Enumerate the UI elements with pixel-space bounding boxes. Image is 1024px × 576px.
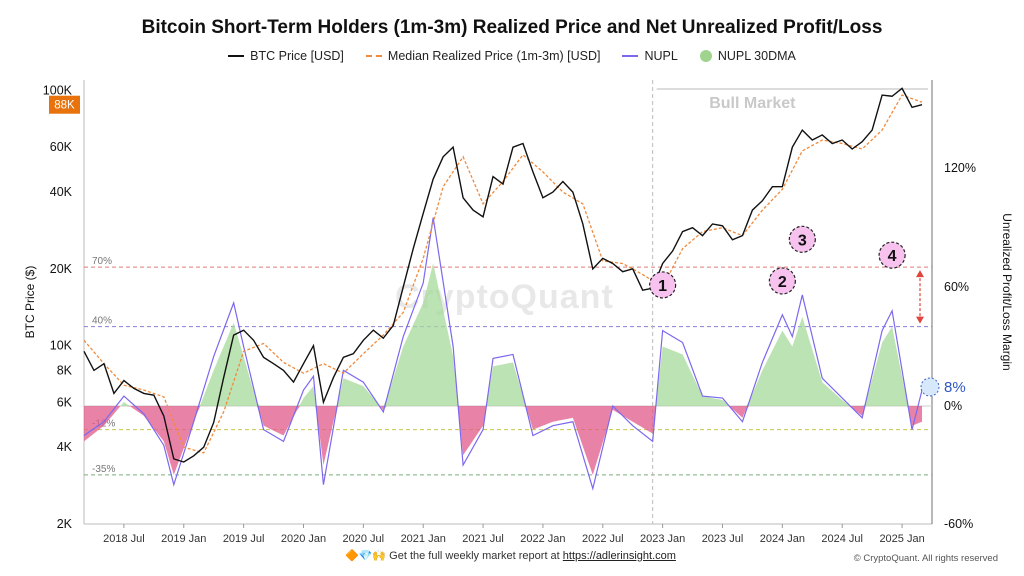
nupl-line xyxy=(83,217,923,491)
legend: BTC Price [USD] Median Realized Price (1… xyxy=(0,49,1024,63)
legend-item-btc-price[interactable]: BTC Price [USD] xyxy=(228,49,344,63)
legend-swatch-realized-price xyxy=(365,55,382,57)
x-tick-label: 2020 Jul xyxy=(343,533,385,545)
right-tick-label: 120% xyxy=(944,161,976,175)
btc-price-line xyxy=(83,87,923,463)
x-tick-label: 2025 Jan xyxy=(879,533,924,545)
x-tick-label: 2023 Jul xyxy=(702,533,744,545)
legend-item-nupl[interactable]: NUPL xyxy=(622,49,678,63)
legend-item-nupl-30dma[interactable]: NUPL 30DMA xyxy=(699,49,796,63)
footer-emoji-icons: 🔶💎🙌 xyxy=(345,550,387,562)
marker-circle xyxy=(649,271,677,299)
right-axis-label: Unrealized Profit/Loss Margin xyxy=(1000,213,1014,370)
left-tick-label: 2K xyxy=(57,517,73,531)
range-arrow-head-top xyxy=(916,270,924,278)
nupl-30dma-negative-area xyxy=(84,406,923,475)
left-tick-label: 60K xyxy=(50,140,73,154)
current-nupl-circle xyxy=(920,377,940,397)
legend-label-realized-price: Median Realized Price (1m-3m) [USD] xyxy=(387,49,601,63)
right-tick-label: 60% xyxy=(944,280,969,294)
marker-label: 1 xyxy=(658,278,667,295)
legend-label-nupl: NUPL xyxy=(644,49,678,63)
x-tick-label: 2021 Jul xyxy=(462,533,504,545)
x-tick-label: 2024 Jul xyxy=(821,533,863,545)
footer-link[interactable]: https://adlerinsight.com xyxy=(562,550,676,562)
left-tick-label: 10K xyxy=(50,339,73,353)
marker-circle xyxy=(768,267,796,295)
price-badge-text: 88K xyxy=(54,100,75,112)
x-tick-label: 2019 Jul xyxy=(223,533,265,545)
left-tick-label: 100K xyxy=(43,84,73,98)
current-nupl-label: 8% xyxy=(944,379,966,396)
marker-circle xyxy=(878,241,906,269)
left-tick-label: 6K xyxy=(57,395,73,409)
marker-circle xyxy=(788,225,816,253)
bull-market-label: Bull Market xyxy=(709,95,796,112)
left-tick-label: 40K xyxy=(50,185,73,199)
right-tick-label: 0% xyxy=(944,399,962,413)
left-tick-label: 8K xyxy=(57,363,73,377)
left-axis-label: BTC Price ($) xyxy=(23,266,37,339)
legend-label-nupl-30dma: NUPL 30DMA xyxy=(717,49,796,63)
x-tick-label: 2020 Jan xyxy=(281,533,326,545)
range-arrow-head-bottom xyxy=(916,316,924,324)
marker-label: 4 xyxy=(888,248,897,265)
x-tick-label: 2021 Jan xyxy=(401,533,446,545)
copyright: © CryptoQuant. All rights reserved xyxy=(853,553,998,564)
x-tick-label: 2024 Jan xyxy=(760,533,805,545)
legend-item-realized-price[interactable]: Median Realized Price (1m-3m) [USD] xyxy=(365,49,601,63)
left-tick-label: 4K xyxy=(57,440,73,454)
price-badge-bg xyxy=(49,95,80,114)
nupl-30dma-positive-area xyxy=(84,263,923,406)
footer-text: Get the full weekly market report at xyxy=(389,550,560,562)
chart-title: Bitcoin Short-Term Holders (1m-3m) Reali… xyxy=(141,17,883,38)
left-tick-label: 20K xyxy=(50,262,73,276)
reference-line-label: -35% xyxy=(92,464,115,475)
reference-line-label: 40% xyxy=(92,316,112,327)
footer: 🔶💎🙌 Get the full weekly market report at… xyxy=(345,549,676,562)
x-tick-label: 2018 Jul xyxy=(103,533,145,545)
marker-label: 2 xyxy=(778,274,787,291)
legend-swatch-btc-price xyxy=(228,55,245,57)
legend-swatch-nupl xyxy=(622,55,639,57)
reference-line-label: 70% xyxy=(92,256,112,267)
x-tick-label: 2023 Jan xyxy=(640,533,685,545)
right-tick-label: -60% xyxy=(944,517,973,531)
legend-swatch-nupl-30dma xyxy=(699,50,712,62)
legend-label-btc-price: BTC Price [USD] xyxy=(250,49,344,63)
x-tick-label: 2022 Jan xyxy=(520,533,565,545)
marker-label: 3 xyxy=(798,232,807,249)
x-tick-label: 2022 Jul xyxy=(582,533,624,545)
x-tick-label: 2019 Jan xyxy=(161,533,206,545)
